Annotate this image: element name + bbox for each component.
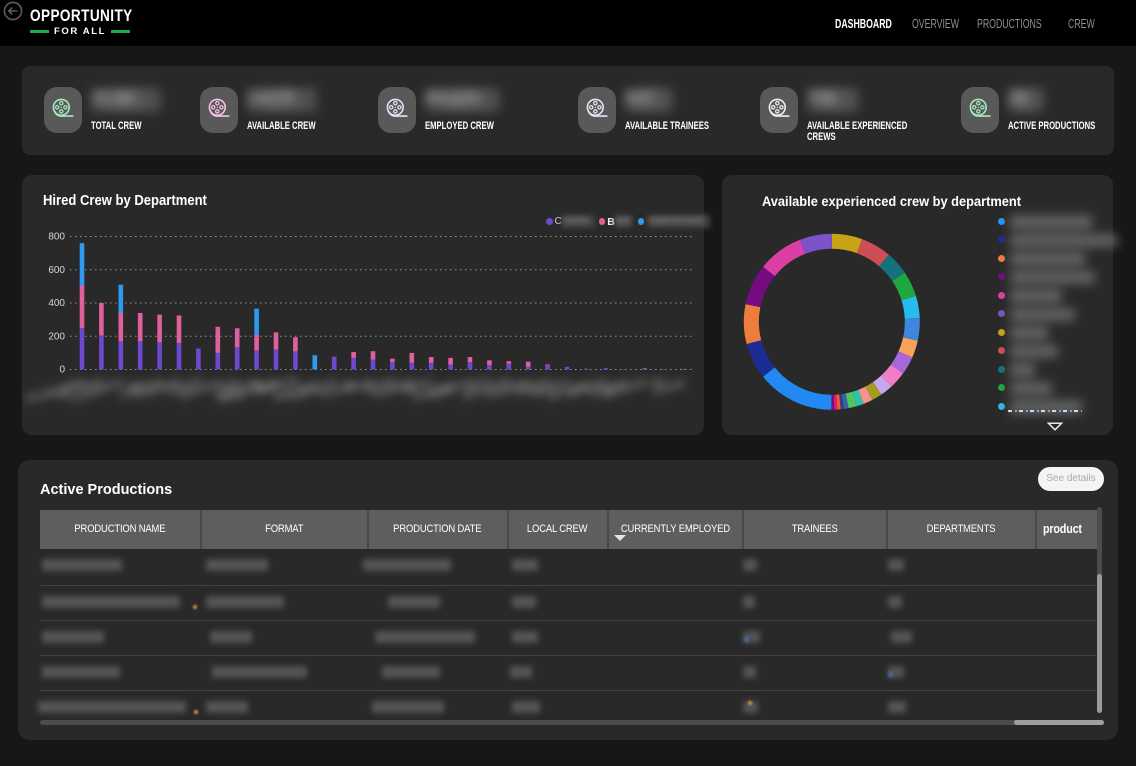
svg-text:600: 600 [48, 265, 65, 276]
svg-text:0: 0 [59, 365, 65, 376]
svg-text:200: 200 [48, 331, 65, 342]
svg-text:400: 400 [48, 298, 65, 309]
svg-text:800: 800 [48, 232, 65, 243]
